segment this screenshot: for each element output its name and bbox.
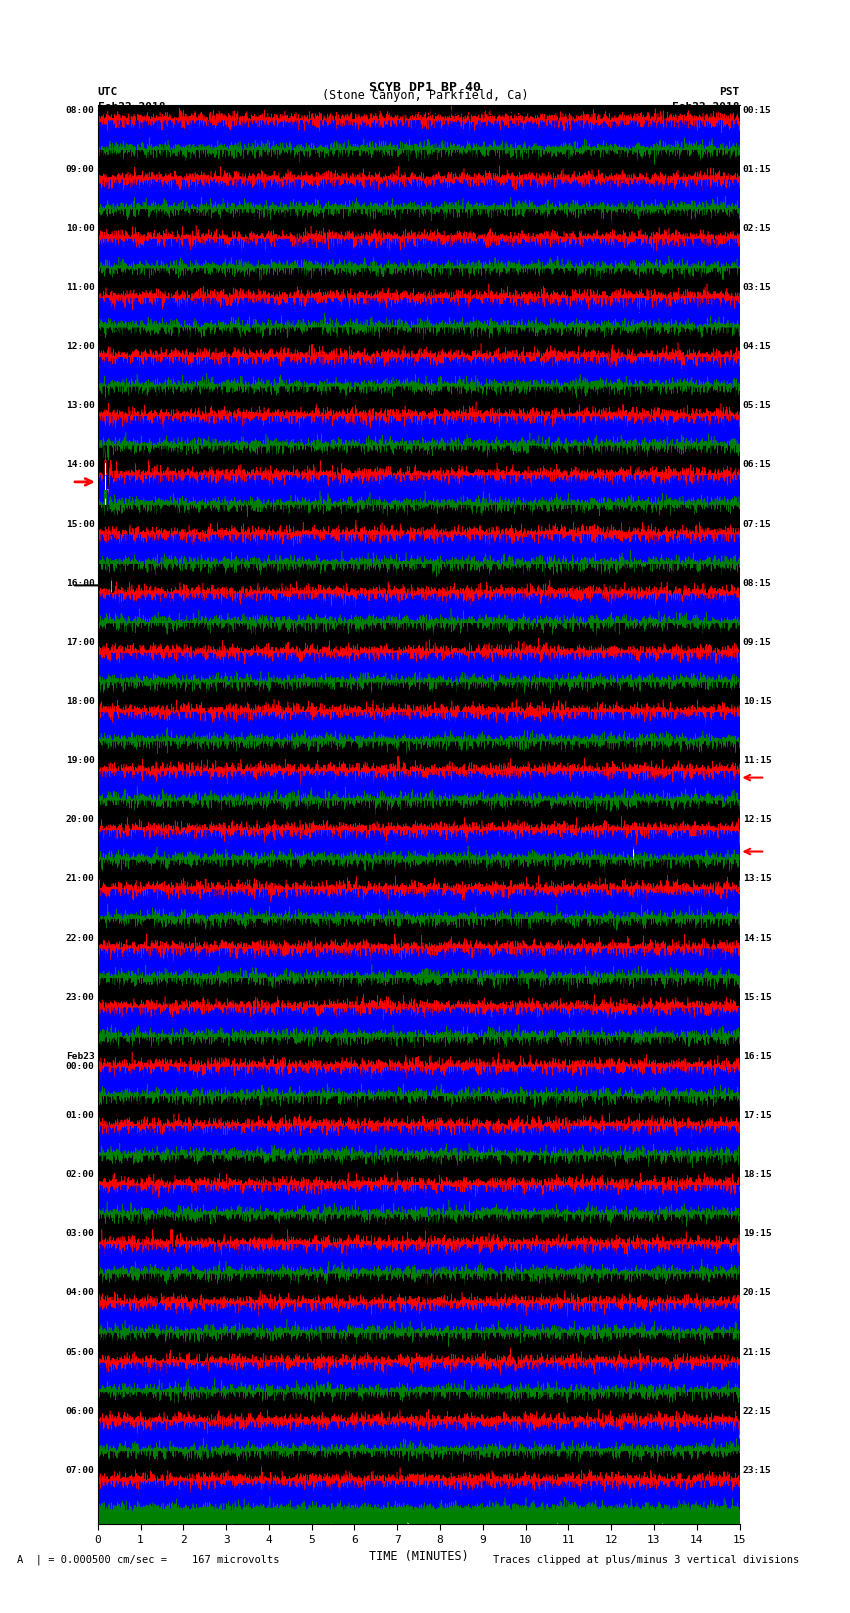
Text: 00:15: 00:15 — [743, 105, 772, 115]
Text: |: | — [400, 106, 408, 121]
Text: 20:15: 20:15 — [743, 1289, 772, 1297]
Text: 08:00: 08:00 — [65, 105, 94, 115]
Text: 22:15: 22:15 — [743, 1407, 772, 1416]
Text: 05:00: 05:00 — [65, 1347, 94, 1357]
Text: UTC: UTC — [98, 87, 118, 97]
Text: 13:15: 13:15 — [743, 874, 772, 884]
Text: 06:15: 06:15 — [743, 460, 772, 469]
Text: 02:00: 02:00 — [65, 1169, 94, 1179]
Text: 09:00: 09:00 — [65, 165, 94, 174]
Text: 13:00: 13:00 — [65, 402, 94, 410]
Text: 12:00: 12:00 — [65, 342, 94, 352]
Text: 21:15: 21:15 — [743, 1347, 772, 1357]
Text: 10:15: 10:15 — [743, 697, 772, 706]
Text: 18:00: 18:00 — [65, 697, 94, 706]
Text: Feb23
00:00: Feb23 00:00 — [65, 1052, 94, 1071]
Text: 06:00: 06:00 — [65, 1407, 94, 1416]
Text: 14:15: 14:15 — [743, 934, 772, 942]
Text: 11:00: 11:00 — [65, 282, 94, 292]
Text: 04:15: 04:15 — [743, 342, 772, 352]
Text: 09:15: 09:15 — [743, 637, 772, 647]
Text: 21:00: 21:00 — [65, 874, 94, 884]
Text: SCYB DP1 BP 40: SCYB DP1 BP 40 — [369, 81, 481, 94]
Text: 16:15: 16:15 — [743, 1052, 772, 1061]
Text: 15:15: 15:15 — [743, 992, 772, 1002]
Text: 07:00: 07:00 — [65, 1466, 94, 1474]
Text: 07:15: 07:15 — [743, 519, 772, 529]
Text: 14:00: 14:00 — [65, 460, 94, 469]
Text: A  | = 0.000500 cm/sec =    167 microvolts: A | = 0.000500 cm/sec = 167 microvolts — [17, 1553, 280, 1565]
Text: 15:00: 15:00 — [65, 519, 94, 529]
Text: 03:00: 03:00 — [65, 1229, 94, 1239]
Text: PST: PST — [719, 87, 740, 97]
Text: 16:00: 16:00 — [65, 579, 94, 587]
Text: 04:00: 04:00 — [65, 1289, 94, 1297]
Text: 20:00: 20:00 — [65, 815, 94, 824]
Text: 17:00: 17:00 — [65, 637, 94, 647]
Text: Traces clipped at plus/minus 3 vertical divisions: Traces clipped at plus/minus 3 vertical … — [493, 1555, 799, 1565]
Text: 12:15: 12:15 — [743, 815, 772, 824]
Text: Feb22,2018: Feb22,2018 — [98, 102, 165, 111]
Text: 23:15: 23:15 — [743, 1466, 772, 1474]
Text: 22:00: 22:00 — [65, 934, 94, 942]
Text: 17:15: 17:15 — [743, 1111, 772, 1119]
Text: (Stone Canyon, Parkfield, Ca): (Stone Canyon, Parkfield, Ca) — [321, 89, 529, 103]
Text: 23:00: 23:00 — [65, 992, 94, 1002]
Text: Feb22,2018: Feb22,2018 — [672, 102, 740, 111]
Text: 01:00: 01:00 — [65, 1111, 94, 1119]
Text: 08:15: 08:15 — [743, 579, 772, 587]
Text: 19:00: 19:00 — [65, 756, 94, 765]
X-axis label: TIME (MINUTES): TIME (MINUTES) — [369, 1550, 468, 1563]
Text: 01:15: 01:15 — [743, 165, 772, 174]
Text: 10:00: 10:00 — [65, 224, 94, 232]
Text: 05:15: 05:15 — [743, 402, 772, 410]
Text: 11:15: 11:15 — [743, 756, 772, 765]
Text: 18:15: 18:15 — [743, 1169, 772, 1179]
Text: 02:15: 02:15 — [743, 224, 772, 232]
Text: 19:15: 19:15 — [743, 1229, 772, 1239]
Text: = 0.000500 cm/sec: = 0.000500 cm/sec — [412, 108, 527, 118]
Text: 03:15: 03:15 — [743, 282, 772, 292]
